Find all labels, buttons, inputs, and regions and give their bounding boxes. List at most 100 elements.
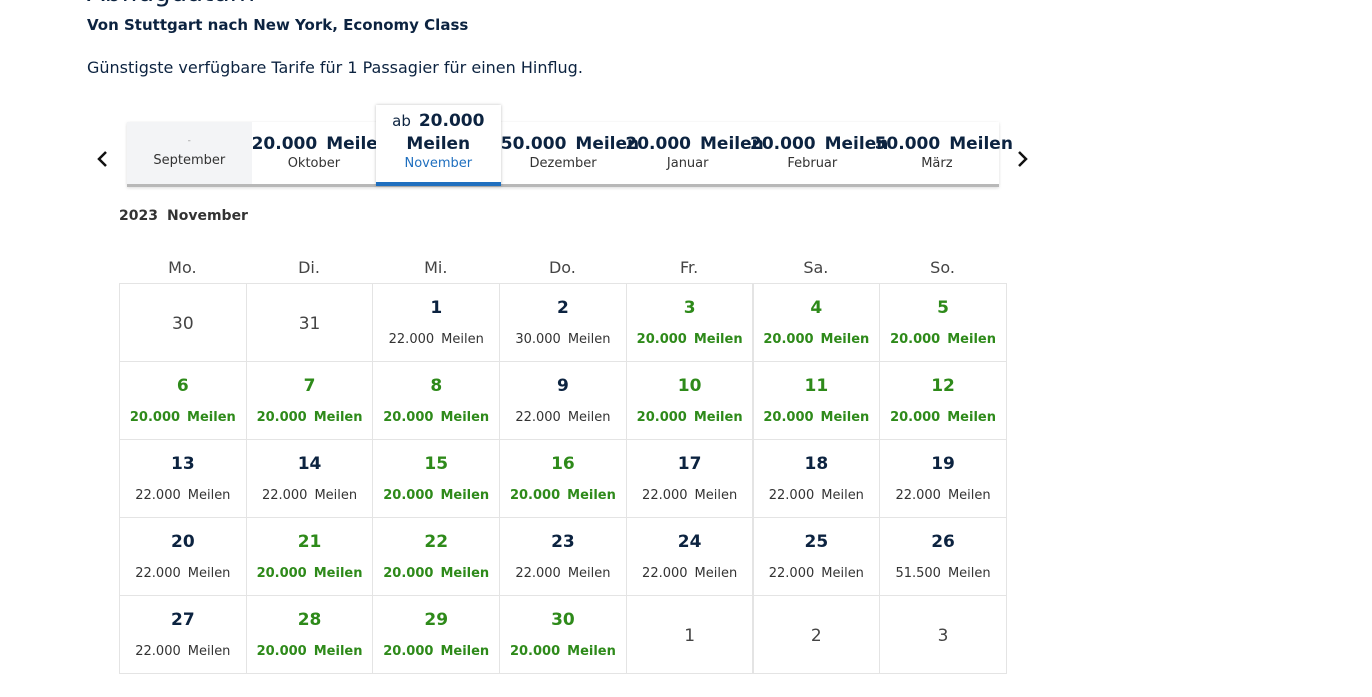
day-number: 16: [551, 454, 575, 474]
price-amount: 22.000: [261, 488, 308, 503]
day-cell[interactable]: 4 20.000 Meilen: [752, 283, 881, 362]
day-cell[interactable]: 10 20.000 Meilen: [625, 361, 754, 440]
day-cell[interactable]: 6 20.000 Meilen: [119, 361, 247, 440]
day-price: 20.000 Meilen: [500, 488, 626, 503]
price-unit: Meilen: [440, 488, 490, 503]
day-cell[interactable]: 8 20.000 Meilen: [372, 361, 501, 440]
day-price: 51.500 Meilen: [880, 566, 1006, 581]
day-price: 22.000 Meilen: [500, 566, 626, 581]
day-cell[interactable]: 27 22.000 Meilen: [119, 595, 247, 674]
month-tab[interactable]: 20.000 Meilen Februar: [750, 122, 888, 184]
cal-year: 2023: [119, 208, 158, 224]
day-cell[interactable]: 15 20.000 Meilen: [372, 439, 501, 518]
day-cell[interactable]: 22 20.000 Meilen: [372, 517, 501, 596]
price-amount: 22.000: [135, 644, 181, 659]
day-cell[interactable]: 16 20.000 Meilen: [499, 439, 627, 518]
price-amount: 20.000: [890, 332, 941, 347]
month-tab[interactable]: 50.000 Meilen Dezember: [501, 122, 639, 184]
day-cell[interactable]: 21 20.000 Meilen: [245, 517, 374, 596]
price-amount: 51.500: [895, 566, 941, 581]
day-number: 29: [424, 610, 449, 630]
day-cell[interactable]: 11 20.000 Meilen: [752, 361, 881, 440]
day-cell[interactable]: 20 22.000 Meilen: [119, 517, 247, 596]
price-unit: Meilen: [313, 644, 363, 659]
tab-prefix: ab: [392, 112, 411, 130]
price-unit: Meilen: [187, 488, 231, 503]
tab-price: 20.000 Meilen: [625, 134, 763, 154]
day-cell[interactable]: 23 22.000 Meilen: [499, 517, 627, 596]
day-price: 20.000 Meilen: [627, 332, 753, 347]
day-cell[interactable]: 26 51.500 Meilen: [879, 517, 1007, 596]
day-price: 22.000 Meilen: [120, 566, 246, 581]
price-amount: 20.000: [256, 410, 307, 425]
price-amount: 22.000: [388, 332, 435, 347]
day-number: 20: [171, 532, 195, 552]
day-price: 22.000 Meilen: [373, 332, 499, 347]
day-cell[interactable]: 3 20.000 Meilen: [625, 283, 754, 362]
price-unit: Meilen: [820, 410, 870, 425]
day-cell[interactable]: 13 22.000 Meilen: [119, 439, 247, 518]
price-amount: 20.000: [509, 644, 561, 659]
month-tab[interactable]: 20.000 Meilen Januar: [625, 122, 763, 184]
day-cell[interactable]: 24 22.000 Meilen: [625, 517, 754, 596]
day-cell[interactable]: 29 20.000 Meilen: [372, 595, 501, 674]
day-number: 31: [298, 314, 321, 334]
day-cell[interactable]: 14 22.000 Meilen: [245, 439, 374, 518]
next-arrow[interactable]: [1011, 146, 1035, 172]
day-cell[interactable]: 1 22.000 Meilen: [372, 283, 501, 362]
price-unit: Meilen: [567, 566, 611, 581]
day-number: 23: [551, 532, 575, 552]
tab-price: 20.000 Meilen: [750, 134, 888, 154]
price-unit: Meilen: [567, 332, 611, 347]
day-cell: 1: [625, 595, 754, 674]
day-cell[interactable]: 9 22.000 Meilen: [499, 361, 627, 440]
day-cell[interactable]: 19 22.000 Meilen: [879, 439, 1007, 518]
month-tab[interactable]: 20.000 Meilen Oktober: [252, 122, 390, 184]
day-price: 22.000 Meilen: [627, 488, 753, 503]
price-amount: 22.000: [642, 488, 688, 503]
day-cell[interactable]: 25 22.000 Meilen: [752, 517, 881, 596]
tab-unit: Meilen: [949, 134, 1013, 154]
day-number: 7: [303, 376, 316, 396]
day-number: 15: [424, 454, 449, 474]
day-price: 20.000 Meilen: [247, 410, 373, 425]
prev-arrow[interactable]: [90, 146, 114, 172]
price-amount: 22.000: [768, 566, 815, 581]
day-price: 22.000 Meilen: [120, 488, 246, 503]
day-number: 6: [176, 376, 189, 396]
day-price: 20.000 Meilen: [247, 566, 373, 581]
day-price: 20.000 Meilen: [373, 488, 499, 503]
day-cell[interactable]: 17 22.000 Meilen: [625, 439, 754, 518]
day-number: 25: [804, 532, 829, 552]
day-cell[interactable]: 12 20.000 Meilen: [879, 361, 1007, 440]
price-amount: 20.000: [383, 410, 434, 425]
day-price: 20.000 Meilen: [373, 410, 499, 425]
day-price: 22.000 Meilen: [754, 488, 880, 503]
day-cell[interactable]: 2 30.000 Meilen: [499, 283, 627, 362]
day-cell[interactable]: 30 20.000 Meilen: [499, 595, 627, 674]
day-price: 20.000 Meilen: [754, 332, 880, 347]
day-price: 20.000 Meilen: [247, 644, 373, 659]
weekday: Mo.: [168, 258, 197, 277]
day-price: 20.000 Meilen: [880, 332, 1006, 347]
day-cell: 30: [119, 283, 247, 362]
month-tab[interactable]: 50.000 Meilen März: [875, 122, 1013, 184]
price-amount: 20.000: [763, 332, 814, 347]
day-number: 19: [931, 454, 955, 474]
day-number: 2: [810, 626, 822, 646]
day-number: 21: [297, 532, 322, 552]
price-amount: 20.000: [383, 644, 434, 659]
day-cell[interactable]: 7 20.000 Meilen: [245, 361, 374, 440]
month-tab[interactable]: ab 20.000 Meilen November: [376, 105, 501, 186]
tab-underline: [376, 182, 501, 186]
price-unit: Meilen: [440, 566, 490, 581]
day-cell[interactable]: 18 22.000 Meilen: [752, 439, 881, 518]
day-cell[interactable]: 28 20.000 Meilen: [245, 595, 374, 674]
month-tab[interactable]: - September: [127, 122, 252, 184]
day-number: 5: [937, 298, 949, 318]
day-number: 3: [683, 298, 696, 318]
price-amount: 22.000: [895, 488, 941, 503]
day-cell[interactable]: 5 20.000 Meilen: [879, 283, 1007, 362]
day-number: 28: [297, 610, 322, 630]
tab-amount: -: [187, 136, 191, 146]
